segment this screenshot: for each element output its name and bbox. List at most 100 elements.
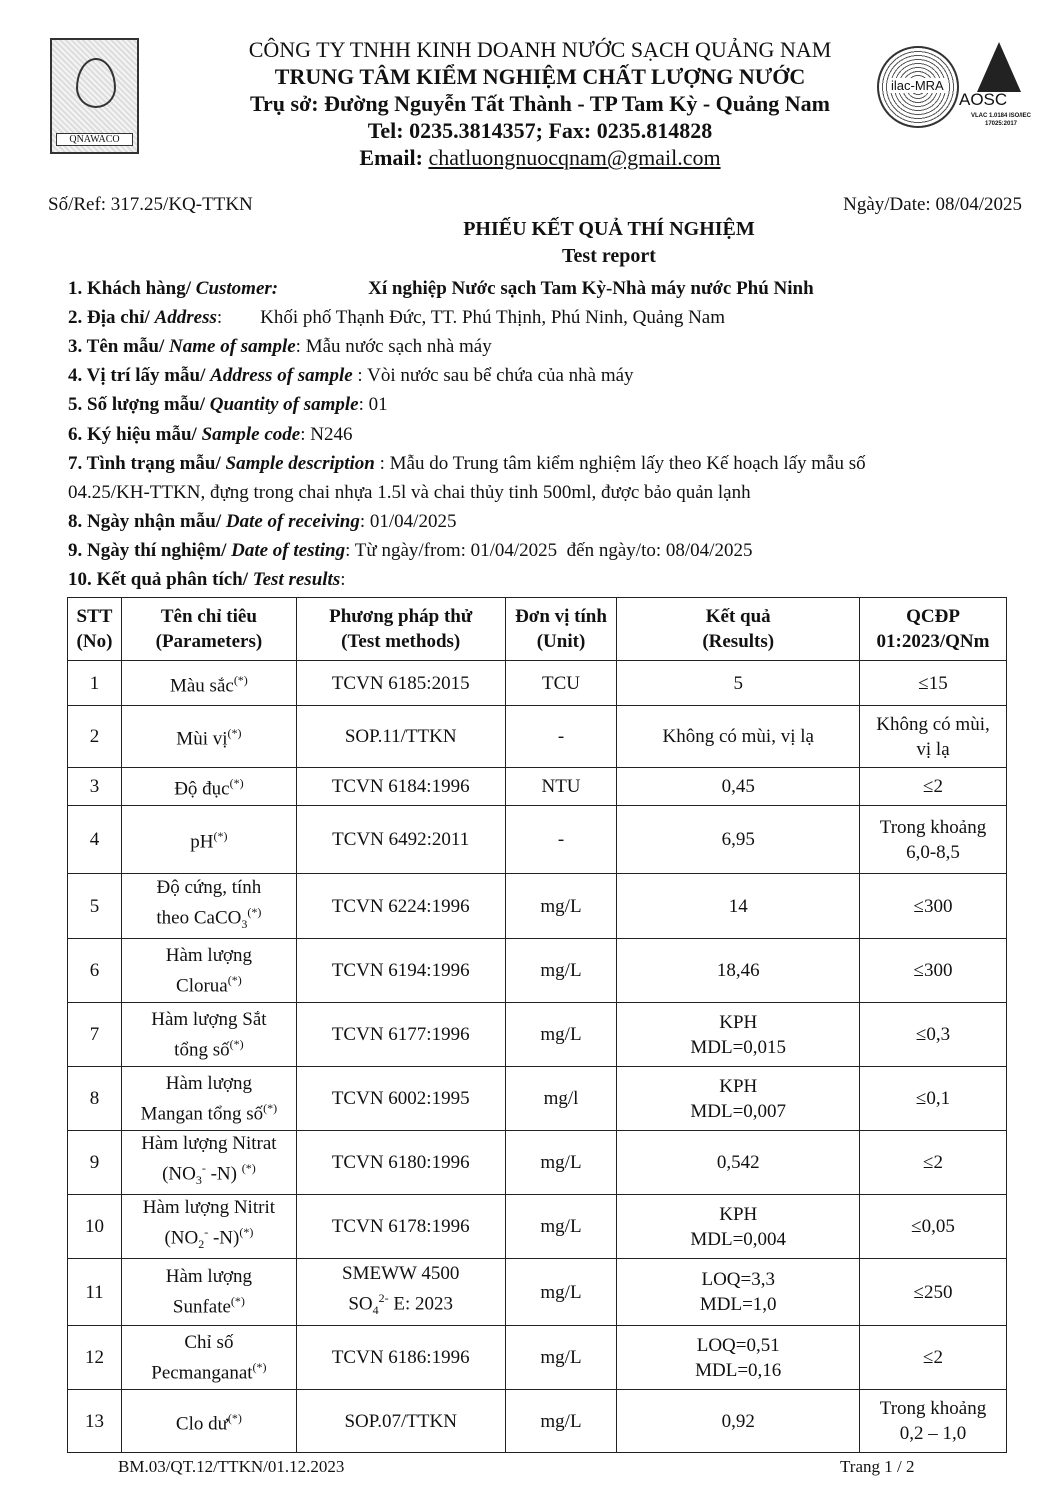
- cell-limit: ≤0,3: [859, 1002, 1007, 1067]
- superscript: (*): [227, 1410, 242, 1425]
- info-line: 2. Địa chỉ/ Address: Khối phố Thạnh Đức,…: [68, 303, 725, 332]
- text-segment: Độ đục: [174, 778, 230, 800]
- cell-result: 0,542: [616, 1130, 861, 1195]
- cell-parameter: Chỉ số Pecmanganat(*): [120, 1325, 297, 1390]
- text-segment: -N): [208, 1227, 240, 1249]
- info-value: : Mẫu nước sạch nhà máy: [295, 336, 492, 357]
- cell-line: 0,542: [716, 1152, 760, 1173]
- column-header: QCĐP 01:2023/QNm: [859, 597, 1007, 661]
- text-segment: SO: [348, 1293, 373, 1315]
- cell-line: KPH: [719, 1075, 758, 1097]
- cell-no: 13: [67, 1389, 122, 1453]
- cell-unit: mg/l: [504, 1066, 618, 1131]
- table-row: 7 Hàm lượng Sắt tổng số(*) TCVN 6177:1996 mg…: [67, 1002, 1007, 1067]
- cell-method: TCVN 6178:1996: [295, 1194, 506, 1259]
- text-segment: Hàm lượng: [165, 1072, 253, 1094]
- cell-result: LOQ=3,3 MDL=1,0: [616, 1258, 861, 1326]
- cell-method: SOP.11/TTKN: [295, 705, 506, 768]
- superscript: (*): [263, 1100, 278, 1115]
- info-label-en: Name of sample: [169, 336, 296, 357]
- water-drop-icon: [76, 58, 116, 108]
- column-header: Phương pháp thử (Test methods): [295, 597, 506, 661]
- superscript: (*): [229, 776, 244, 791]
- cell-method: SMEWW 4500 SO42- E: 2023: [295, 1258, 506, 1326]
- cell-limit: ≤300: [859, 938, 1007, 1003]
- table-header-row: STT (No) Tên chỉ tiêu (Parameters) Phương ph…: [67, 597, 1007, 661]
- cell-line: LOQ=3,3: [701, 1269, 775, 1290]
- subscript: 3: [195, 1173, 202, 1188]
- cell-line: 0,2 – 1,0: [899, 1423, 967, 1444]
- text-segment: SOP.07/TTKN: [344, 1410, 457, 1432]
- cell-result: 18,46: [616, 938, 861, 1003]
- table-row: 12 Chỉ số Pecmanganat(*) TCVN 6186:1996 mg/L…: [67, 1325, 1007, 1390]
- text-segment: TCVN 6185:2015: [331, 672, 470, 694]
- info-label-en: Address: [154, 307, 217, 328]
- cell-no: 3: [67, 767, 122, 806]
- cell-unit: mg/L: [504, 873, 618, 939]
- info-line: 5. Số lượng mẫu/ Quantity of sample: 01: [68, 390, 388, 419]
- cell-limit: ≤300: [859, 873, 1007, 939]
- cell-line: ≤300: [913, 895, 953, 917]
- text-segment: tổng số: [174, 1039, 230, 1061]
- results-table: STT (No) Tên chỉ tiêu (Parameters) Phương ph…: [67, 597, 1007, 1453]
- ilac-mra-seal: ilac-MRA: [877, 46, 959, 128]
- cell-line: Trong khoảng: [879, 1398, 987, 1419]
- table-row: 3 Độ đục(*) TCVN 6184:1996 NTU 0,45 ≤2: [67, 767, 1007, 806]
- cell-no: 6: [67, 938, 122, 1003]
- cell-unit: mg/L: [504, 1194, 618, 1259]
- info-line: 7. Tình trạng mẫu/ Sample description : …: [68, 449, 866, 478]
- text-segment: Clorua: [176, 975, 228, 997]
- cell-result: 0,45: [616, 767, 861, 806]
- info-value-continued: 04.25/KH-TTKN, đựng trong chai nhựa 1.5l…: [68, 482, 751, 503]
- cell-limit: Trong khoảng 6,0-8,5: [859, 805, 1007, 874]
- info-label: 10. Kết quả phân tích/: [68, 569, 253, 590]
- report-subtitle: Test report: [562, 245, 656, 267]
- info-label-en: Address of sample: [210, 365, 353, 386]
- cell-unit: mg/L: [504, 1389, 618, 1453]
- column-header: Kết quả (Results): [616, 597, 861, 661]
- company-address: Trụ sở: Đường Nguyễn Tất Thành - TP Tam …: [250, 91, 830, 116]
- text-segment: Clo dư: [175, 1413, 228, 1435]
- cell-line: ≤0,1: [915, 1088, 951, 1109]
- table-row: 10 Hàm lượng Nitrit (NO2- -N)(*) TCVN 6178:…: [67, 1194, 1007, 1259]
- superscript: (*): [252, 1359, 267, 1374]
- info-value: : 01/04/2025: [359, 511, 457, 532]
- cell-no: 5: [67, 873, 122, 939]
- cell-result: 14: [616, 873, 861, 939]
- info-label-en: Quantity of sample: [209, 394, 359, 415]
- cell-parameter: Mùi vị(*): [120, 705, 297, 768]
- cell-line: 6,0-8,5: [906, 841, 960, 863]
- cell-limit: ≤2: [859, 767, 1007, 806]
- email-link[interactable]: chatluongnuocqnam@gmail.com: [428, 145, 721, 170]
- text-segment: theo CaCO: [156, 907, 242, 929]
- info-label-en: Date of receiving: [225, 511, 360, 532]
- info-label: 3. Tên mẫu/: [68, 336, 170, 357]
- cell-limit: ≤2: [859, 1325, 1007, 1390]
- text-segment: Hàm lượng Sắt: [151, 1008, 267, 1030]
- cell-line: ≤250: [913, 1281, 953, 1303]
- cell-result: LOQ=0,51 MDL=0,16: [616, 1325, 861, 1390]
- text-segment: TCVN 6492:2011: [332, 829, 470, 850]
- cell-line: 6,95: [721, 829, 755, 850]
- text-segment: TCVN 6177:1996: [331, 1024, 470, 1045]
- table-row: 2 Mùi vị(*) SOP.11/TTKN - Không có mùi, vị l…: [67, 705, 1007, 768]
- cell-line: 14: [728, 895, 748, 917]
- report-title: PHIẾU KẾT QUẢ THÍ NGHIỆM: [463, 218, 755, 240]
- table-row: 6 Hàm lượng Clorua(*) TCVN 6194:1996 mg/L 18,…: [67, 938, 1007, 1003]
- text-segment: Mùi vị: [176, 728, 228, 750]
- info-value: : 01: [358, 394, 388, 415]
- cell-line: 5: [733, 672, 743, 694]
- aosc-accreditation: VLAC 1.0184 ISO/IEC 17025:2017: [970, 113, 1032, 127]
- info-value: : Từ ngày/from: 01/04/2025 đến ngày/to: …: [345, 540, 753, 561]
- text-segment: Sunfate: [172, 1296, 231, 1318]
- superscript: -: [204, 1225, 209, 1240]
- company-logo: QNAWACO: [50, 38, 139, 154]
- cell-no: 11: [67, 1258, 122, 1326]
- info-line: 3. Tên mẫu/ Name of sample: Mẫu nước sạc…: [68, 332, 492, 361]
- cell-limit: ≤2: [859, 1130, 1007, 1195]
- aosc-triangle-icon: [977, 42, 1021, 92]
- info-value: : Vòi nước sau bể chứa của nhà máy: [352, 365, 634, 386]
- superscript: (*): [213, 829, 228, 844]
- text-segment: Mangan tổng số: [140, 1103, 264, 1125]
- cell-unit: mg/L: [504, 1258, 618, 1326]
